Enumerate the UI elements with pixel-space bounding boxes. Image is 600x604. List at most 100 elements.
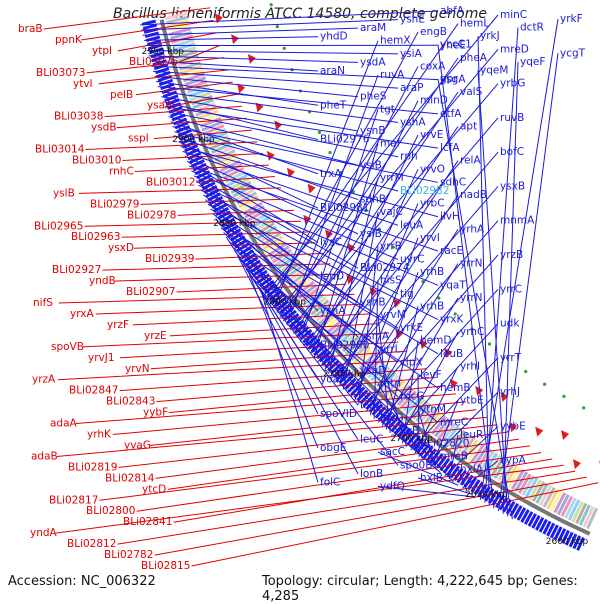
reverse-gene-label: ysaA	[147, 100, 173, 112]
forward-gene-label: yrkE	[400, 322, 423, 334]
forward-gene-label: abfA	[440, 5, 465, 17]
forward-gene-label: leuB	[440, 348, 463, 360]
forward-gene-label: leuD	[320, 271, 344, 283]
forward-gene-label: yshB	[360, 296, 386, 308]
forward-gene-label: cypA	[500, 455, 527, 467]
forward-gene-label: leuC	[360, 434, 383, 446]
forward-gene-label: engB	[420, 26, 447, 38]
reverse-gene-label: yrvJ1	[88, 352, 115, 364]
forward-gene-label: ysxB	[500, 180, 525, 192]
forward-gene-label: hxlA	[460, 463, 484, 475]
reverse-gene-arrow	[573, 459, 581, 469]
reverse-gene-arrow	[535, 427, 543, 437]
forward-gene-label: hemD	[420, 335, 451, 347]
forward-gene-label: relA	[460, 155, 481, 167]
forward-gene-label: maf	[380, 138, 401, 150]
forward-gene-label: ysiB	[360, 228, 382, 240]
reverse-gene-label: BLi02841	[123, 516, 172, 528]
reverse-gene-label: BLi02907	[126, 286, 175, 298]
reverse-gene-label: yndA	[30, 527, 58, 539]
forward-gene-label: sacC	[380, 446, 405, 458]
reverse-gene-label: yrhK	[87, 429, 112, 441]
kbp-scale-label: 2600 kbp	[546, 537, 589, 547]
forward-gene-label: pheA	[460, 52, 488, 64]
forward-gene-label: yrxK	[440, 314, 464, 326]
forward-gene-label: ilvH	[440, 211, 460, 223]
forward-gene-label: yrhA	[460, 223, 485, 235]
forward-gene-label: pheS	[360, 91, 387, 103]
forward-gene-label: bofC	[500, 146, 524, 158]
forward-gene-label: ytbE	[460, 395, 484, 407]
reverse-gene-label: nifS	[33, 297, 53, 309]
forward-gene-label: mnmA	[500, 215, 535, 227]
forward-gene-label: yrhC	[460, 326, 484, 338]
forward-gene-label: yybE	[500, 420, 526, 432]
kbp-scale-label: 2850 kbp	[213, 219, 256, 229]
forward-gene-label: yccC1	[440, 39, 472, 51]
reverse-gene-label: spoVB	[51, 341, 84, 353]
forward-gene-label: clpX	[400, 356, 423, 368]
forward-gene-label: ysdA	[360, 56, 386, 68]
reverse-gene-label: ytvI	[73, 78, 93, 90]
reverse-gene-label: ysxD	[108, 242, 134, 254]
reverse-gene-label: yndB	[89, 275, 116, 287]
forward-gene-label: obgE	[320, 442, 346, 454]
reverse-gene-label: BLi03012	[146, 176, 195, 188]
forward-gene-label: ycgT	[560, 47, 586, 59]
forward-gene-label: yqaT	[440, 279, 466, 291]
kbp-scale-label: 2900 kbp	[172, 135, 215, 145]
forward-gene-label: yrrC	[500, 283, 522, 295]
forward-gene-label: trxA	[320, 168, 342, 180]
reverse-gene-arrow	[561, 430, 569, 440]
forward-gene-label: BLi02974	[360, 262, 410, 274]
forward-gene-label: udk	[500, 318, 520, 330]
forward-gene-label: spo0B	[400, 459, 432, 471]
reverse-gene-label: pelB	[110, 89, 133, 101]
accession-text: Accession: NC_006322	[8, 574, 156, 589]
forward-gene-label: yrrM	[380, 172, 404, 184]
forward-gene-label: lonB	[360, 468, 383, 480]
forward-gene-label: nadB	[460, 189, 487, 201]
forward-gene-label: ruvA	[380, 69, 405, 81]
forward-gene-label: yhdD	[320, 31, 348, 43]
forward-gene-label: yqeF	[520, 56, 545, 68]
reverse-gene-label: BLi02978	[127, 209, 176, 221]
reverse-gene-label: BLi02815	[141, 560, 190, 572]
forward-gene-label: apt	[460, 120, 477, 132]
forward-gene-label: yrhB	[420, 266, 444, 278]
inner-feature-mark	[270, 3, 273, 6]
forward-gene-label: ysiB	[360, 159, 382, 171]
kbp-scale-label: 2750 kbp	[323, 370, 366, 380]
forward-gene-label: yrvE	[420, 129, 443, 141]
reverse-gene-label: yrvN	[125, 363, 150, 375]
reverse-leader-line	[192, 483, 599, 566]
forward-gene-label: mreC	[440, 416, 468, 428]
reverse-gene-label: rnhC	[109, 165, 134, 177]
forward-gene-label: mreD	[500, 43, 529, 55]
reverse-gene-label: braB	[18, 23, 43, 35]
forward-gene-label: yrrN	[460, 258, 483, 270]
inner-feature-mark	[328, 151, 331, 154]
forward-gene-label: BLi02981	[320, 202, 369, 214]
inner-feature-mark	[283, 47, 286, 50]
forward-gene-label: yrvM	[380, 309, 406, 321]
forward-gene-label: yrvO	[420, 163, 445, 175]
forward-gene-label: ytnM	[420, 403, 446, 415]
reverse-gene-label: BLi03075	[129, 56, 178, 68]
forward-gene-label: lcfA	[440, 142, 460, 154]
reverse-gene-label: ysdB	[91, 122, 117, 134]
forward-gene-label: yrkF	[560, 13, 583, 25]
forward-gene-label: yrzB	[500, 249, 523, 261]
forward-gene-label: yrrB	[380, 240, 402, 252]
highlighted-gene-label: BLi02982	[400, 185, 449, 197]
forward-gene-label: hemL	[460, 18, 489, 30]
forward-gene-label: yrrT	[500, 352, 522, 364]
reverse-gene-arrow	[231, 34, 239, 44]
forward-gene-label: ruvB	[500, 112, 524, 124]
forward-gene-label: yrrN	[460, 292, 483, 304]
forward-gene-label: yrbC	[420, 198, 445, 210]
forward-gene-label: yshA	[400, 116, 426, 128]
forward-gene-label: vajC	[380, 206, 403, 218]
reverse-gene-label: ytcD	[142, 483, 166, 495]
